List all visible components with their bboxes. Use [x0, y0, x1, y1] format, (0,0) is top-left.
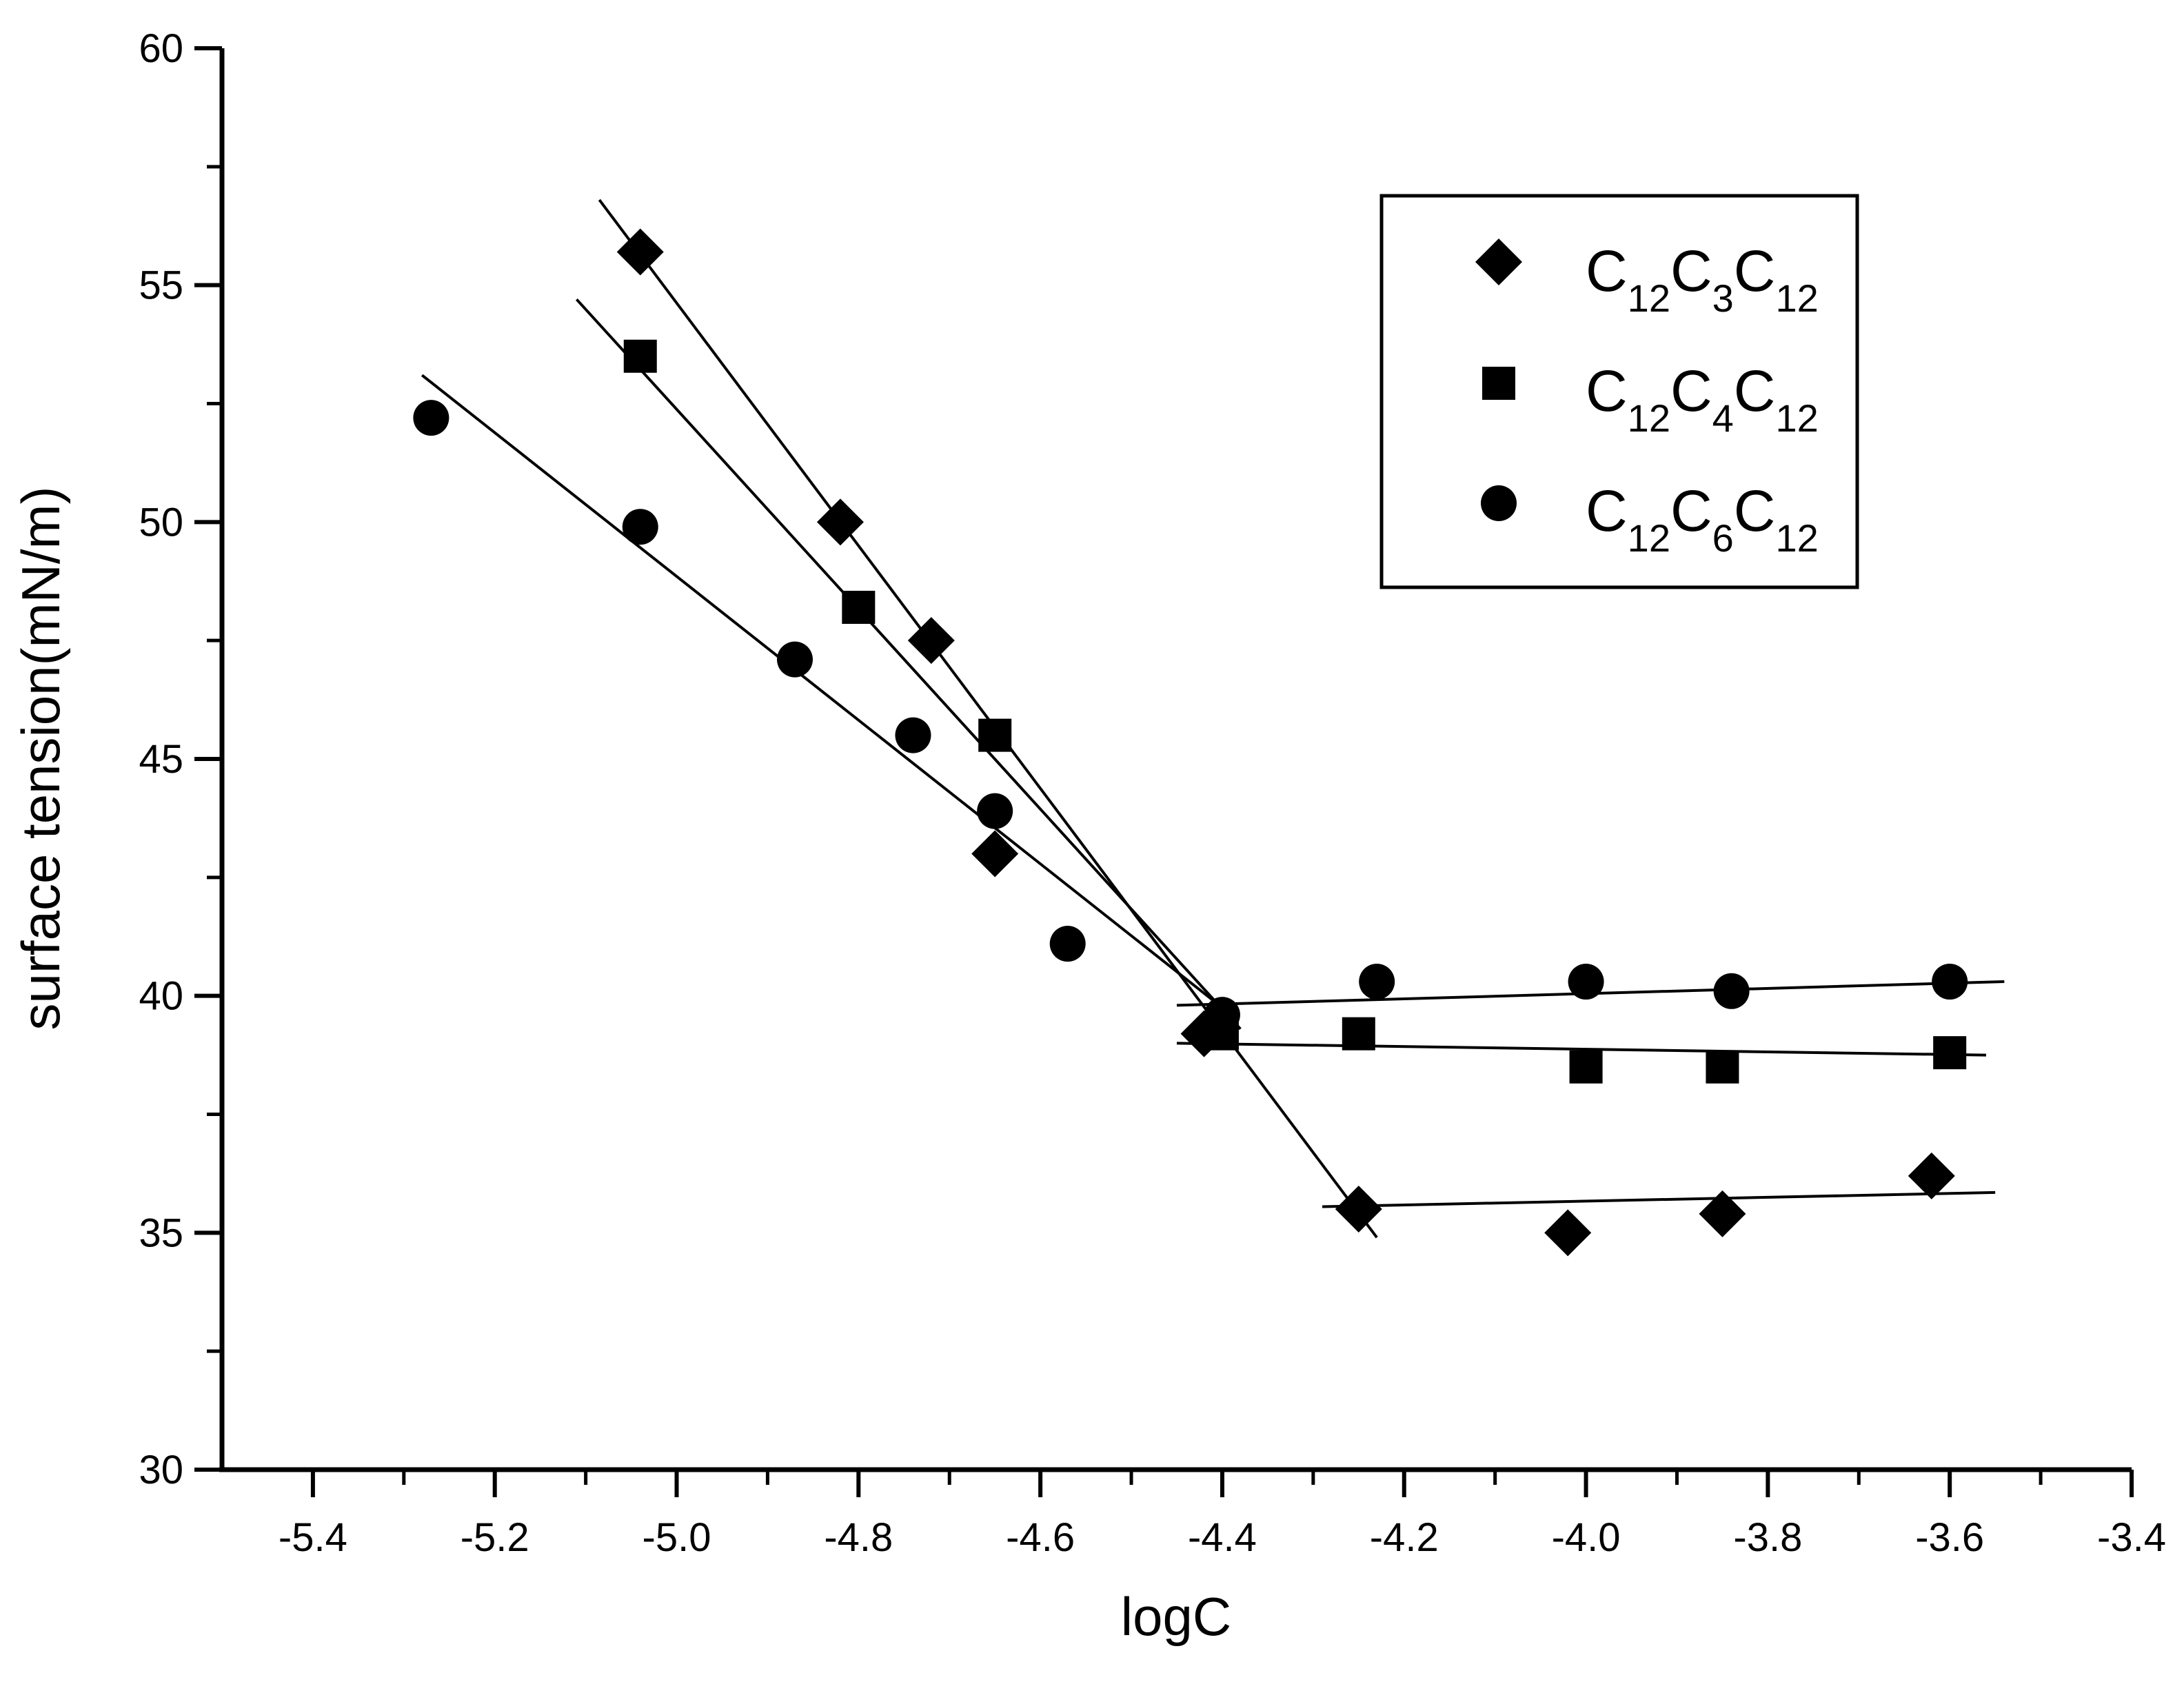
x-tick-label: -5.2 [461, 1515, 529, 1560]
legend-marker-c12c6c12 [1481, 485, 1517, 521]
data-markers [413, 228, 1968, 1257]
legend: C12C3C12 C12C4C12 C12C6C12 [1379, 194, 1859, 589]
data-point-c12c4c12 [978, 718, 1012, 752]
x-tick-label: -4.2 [1370, 1515, 1439, 1560]
y-tick-label: 55 [139, 263, 183, 308]
x-axis-title: logC [1121, 1586, 1231, 1647]
fit-line-c12c3c12 [1322, 1190, 1996, 1208]
legend-marker-c12c3c12 [1475, 239, 1522, 285]
data-point-c12c6c12 [895, 717, 931, 753]
y-tick-label: 45 [139, 737, 183, 782]
y-tick-label: 50 [139, 500, 183, 545]
y-tick-label: 30 [139, 1448, 183, 1492]
legend-label-c6: C12C6C12 [1586, 478, 1819, 560]
y-tick-label: 40 [139, 974, 183, 1019]
data-point-c12c3c12 [971, 830, 1019, 878]
ticks: -5.4 -5.2 -5.0 -4.8 -4.6 -4.4 -4.2 -4.0 -3.8 -3.6… [139, 26, 2165, 1560]
data-point-c12c4c12 [1569, 1050, 1603, 1084]
y-tick-label: 60 [139, 26, 183, 71]
data-point-c12c6c12 [413, 400, 449, 436]
data-point-c12c3c12 [1335, 1185, 1382, 1233]
data-point-c12c3c12 [816, 498, 864, 546]
data-point-c12c6c12 [1568, 964, 1604, 1000]
data-point-c12c6c12 [1713, 973, 1750, 1009]
legend-symbols [1475, 239, 1522, 521]
x-tick-label: -4.8 [824, 1515, 893, 1560]
fit-line-c12c4c12 [1176, 1042, 1986, 1057]
data-point-c12c6c12 [1359, 964, 1395, 1000]
y-tick-label: 35 [139, 1210, 183, 1255]
legend-label-c4: C12C4C12 [1586, 358, 1819, 440]
data-point-c12c3c12 [616, 228, 664, 276]
data-point-c12c6c12 [977, 793, 1013, 829]
x-tick-label: -5.4 [279, 1515, 347, 1560]
data-point-c12c6c12 [1049, 926, 1086, 962]
data-point-c12c3c12 [1908, 1152, 1955, 1199]
data-point-c12c3c12 [1699, 1190, 1746, 1237]
fit-line-c12c4c12 [575, 298, 1242, 1031]
fit-line-c12c3c12 [598, 199, 1378, 1239]
data-point-c12c4c12 [1342, 1017, 1375, 1051]
legend-box [1379, 194, 1859, 589]
data-point-c12c4c12 [1933, 1036, 1967, 1070]
data-point-c12c4c12 [623, 339, 657, 373]
legend-marker-c12c4c12 [1482, 367, 1515, 400]
data-point-c12c3c12 [1544, 1209, 1592, 1257]
x-tick-label: -4.4 [1188, 1515, 1257, 1560]
x-tick-label: -3.4 [2097, 1515, 2166, 1560]
x-tick-label: -4.0 [1552, 1515, 1621, 1560]
data-point-c12c6c12 [1204, 997, 1240, 1033]
data-point-c12c4c12 [1706, 1050, 1739, 1084]
x-tick-label: -3.8 [1733, 1515, 1802, 1560]
legend-label-c3: C12C3C12 [1586, 239, 1819, 320]
data-point-c12c6c12 [622, 509, 658, 545]
data-point-c12c6c12 [777, 641, 813, 678]
x-tick-label: -4.6 [1006, 1515, 1075, 1560]
x-tick-label: -5.0 [643, 1515, 711, 1560]
x-tick-label: -3.6 [1915, 1515, 1984, 1560]
fit-line-c12c6c12 [421, 374, 1233, 1016]
data-point-c12c3c12 [907, 617, 955, 665]
y-axis-title: surface tension(mN/m) [10, 487, 71, 1031]
data-point-c12c6c12 [1932, 964, 1968, 1000]
data-point-c12c4c12 [842, 591, 876, 625]
